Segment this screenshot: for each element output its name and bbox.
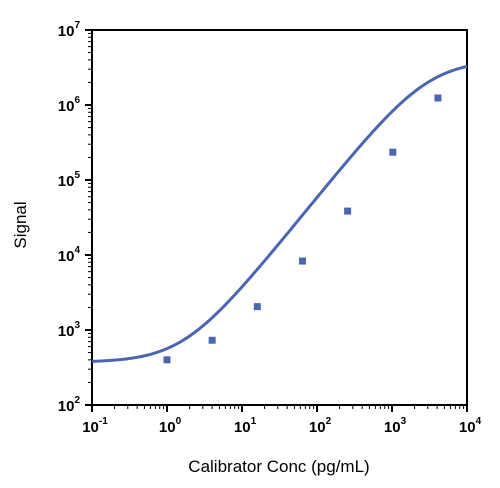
- data-point: [344, 207, 352, 215]
- data-point: [298, 257, 306, 265]
- y-tick-label: 103: [58, 320, 81, 340]
- y-tick-label: 104: [58, 245, 81, 265]
- x-tick-label: 102: [309, 416, 332, 436]
- y-tick-label: 106: [58, 95, 81, 115]
- x-tick-label: 100: [159, 416, 182, 436]
- x-tick-label: 103: [384, 416, 407, 436]
- x-tick-label: 104: [459, 416, 482, 436]
- x-tick-label: 101: [234, 416, 257, 436]
- y-tick-label: 107: [58, 20, 81, 40]
- data-point: [208, 336, 216, 344]
- x-axis-title: Calibrator Conc (pg/mL): [188, 457, 369, 476]
- x-tick-label: 10-1: [82, 416, 108, 436]
- plot-frame: [91, 29, 468, 406]
- fit-curve: [91, 64, 468, 363]
- data-point: [389, 148, 397, 156]
- data-point: [434, 94, 442, 102]
- data-point: [253, 303, 261, 311]
- data-point: [163, 356, 171, 364]
- y-tick-label: 102: [58, 395, 81, 415]
- plot-area: 102 103 104 105 106 107 10-1 100 101 102 103 104: [58, 20, 482, 436]
- y-tick-label: 105: [58, 170, 81, 190]
- y-axis-title: Signal: [11, 201, 30, 248]
